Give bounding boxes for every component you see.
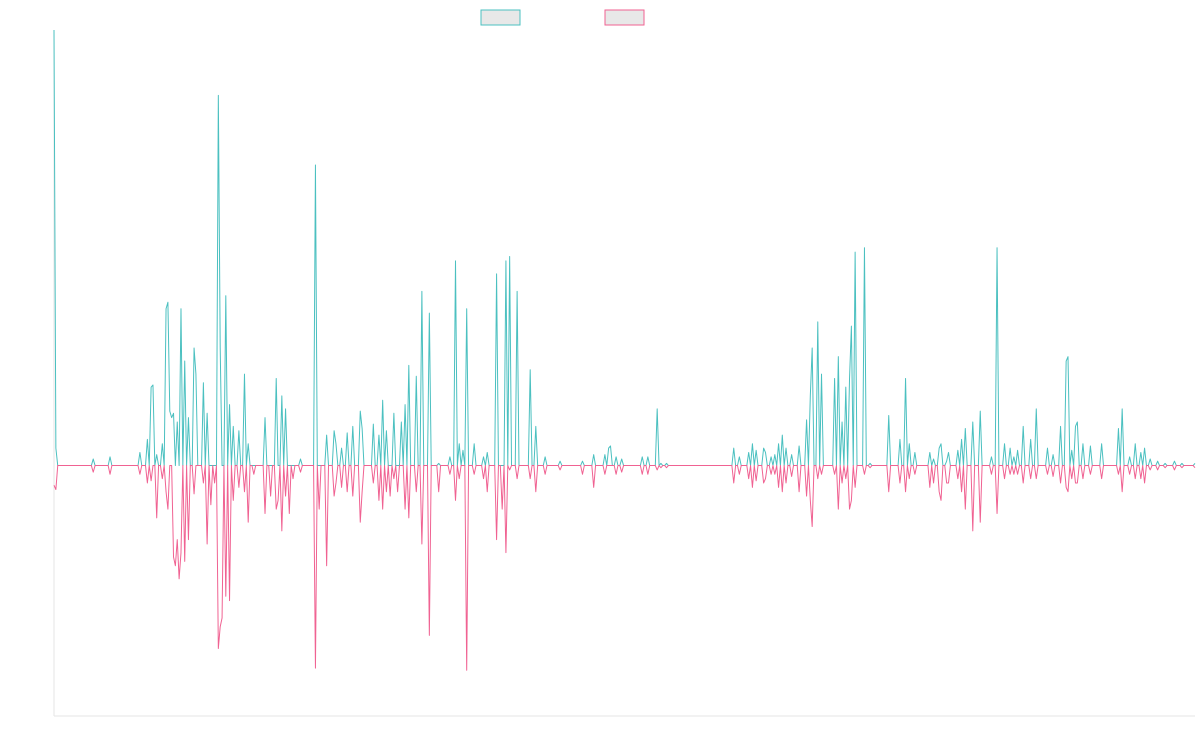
series-line-1: [53, 29, 1196, 467]
legend: [480, 9, 645, 26]
legend-swatch-series-2[interactable]: [604, 9, 645, 26]
legend-swatch-series-1[interactable]: [480, 9, 521, 26]
axes: [53, 30, 1195, 717]
series-layer: [53, 29, 1196, 671]
series-line-2: [53, 465, 1196, 671]
